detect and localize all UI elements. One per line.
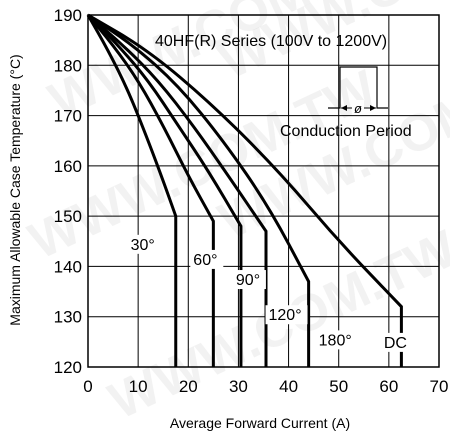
y-tick-label: 120: [54, 358, 82, 377]
x-tick-label: 20: [179, 377, 198, 396]
x-tick-label: 60: [379, 377, 398, 396]
conduction-period-label: Conduction Period: [280, 123, 412, 140]
curves: [86, 13, 403, 367]
plot-frame: [87, 14, 440, 368]
phi-symbol: ø: [354, 101, 362, 116]
y-tick-label: 160: [54, 157, 82, 176]
curve-label-background: [190, 249, 224, 269]
y-tick-label: 170: [54, 107, 82, 126]
curve-label-background: [127, 234, 161, 254]
curve-label-background: [265, 305, 308, 325]
conduction-period-inset: ø Conduction Period: [280, 66, 412, 140]
series-line-dc: [87, 13, 403, 367]
y-tick-label: 150: [54, 207, 82, 226]
series-line-120deg: [87, 13, 268, 367]
curve-label: 30°: [131, 237, 155, 254]
curve-label: DC: [384, 335, 407, 352]
x-tick-label: 40: [279, 377, 298, 396]
x-tick-label: 50: [329, 377, 348, 396]
curve-labels: 30° 60° 90° 120° 180° DC: [127, 234, 407, 352]
phi-arrow-right-head: [370, 105, 376, 111]
x-tick-label: 30: [229, 377, 248, 396]
x-axis-title: Average Forward Current (A): [170, 415, 350, 431]
y-tick-label: 140: [54, 257, 82, 276]
y-tick-label: 190: [54, 6, 82, 25]
curve-label-background: [315, 330, 358, 350]
curve-label: 60°: [193, 252, 217, 269]
series-line-90deg: [86, 13, 243, 367]
curve-label: 120°: [269, 307, 302, 324]
curve-label-background: [380, 332, 405, 352]
tick-labels: 0 10 20 30 40 50 60 70 120 130 140 150 160 170 180 190: [54, 6, 449, 396]
x-tick-label: 70: [430, 377, 449, 396]
conduction-pulse: [328, 66, 388, 109]
curve-label-background: [232, 270, 266, 290]
y-axis-title: Maximum Allowable Case Temperature (°C): [7, 54, 23, 325]
x-tick-label: 0: [83, 377, 92, 396]
y-tick-label: 130: [54, 308, 82, 327]
series-line-180deg: [87, 13, 311, 367]
curve-label: 180°: [319, 332, 352, 349]
x-tick-label: 10: [129, 377, 148, 396]
phi-arrow-left-head: [341, 105, 347, 111]
series-line-30deg: [86, 14, 178, 367]
annotation-series: 40HF(R) Series (100V to 1200V): [155, 33, 387, 50]
curve-label: 90°: [236, 272, 260, 289]
y-tick-label: 180: [54, 56, 82, 75]
series-line-60deg: [86, 14, 215, 367]
